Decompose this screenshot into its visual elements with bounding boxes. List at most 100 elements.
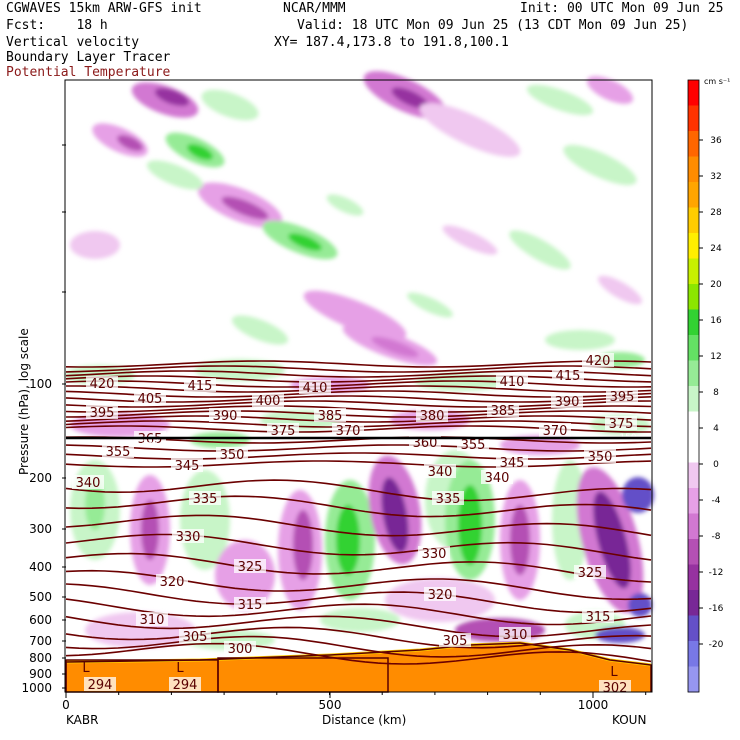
theta-label-bg (179, 629, 211, 643)
colorbar-label: 12 (710, 352, 721, 362)
theta-label-bg (134, 391, 166, 405)
y-axis-label: Pressure (hPa), log scale (17, 328, 31, 475)
theta-contour-line (65, 479, 652, 502)
theta-label-bg (424, 464, 456, 478)
colorbar-label: 36 (710, 136, 722, 146)
theta-label: 305 (183, 630, 208, 645)
theta-label: 355 (461, 438, 486, 453)
theta-label: 325 (238, 560, 263, 575)
theta-contour-line (65, 583, 652, 614)
theta-label: 294 (88, 678, 113, 693)
forecast-hour: Fcst: 18 h (6, 18, 108, 33)
theta-label: 375 (609, 417, 634, 432)
colorbar-label: -12 (709, 568, 724, 578)
theta-label-bg (314, 408, 346, 422)
cross-section-xy: XY= 187.4,173.8 to 191.8,100.1 (274, 35, 509, 50)
theta-label: 420 (586, 354, 611, 369)
theta-label: 385 (318, 409, 343, 424)
theta-label-bg (299, 380, 331, 394)
theta-label-bg (209, 408, 241, 422)
theta-contour-line (65, 533, 652, 561)
colorbar-label: -8 (712, 532, 721, 542)
theta-contour-line (65, 514, 652, 537)
theta-contour-line (65, 642, 652, 665)
theta-label-bg (86, 376, 118, 390)
colorbar-swatch (688, 233, 699, 259)
theta-label: 335 (436, 492, 461, 507)
theta-label: 370 (543, 424, 568, 439)
pbl-marker: L (82, 661, 90, 676)
theta-contour-line (65, 495, 652, 518)
theta-label: 415 (188, 379, 213, 394)
theta-label: 335 (193, 492, 218, 507)
y-tick-label: 300 (29, 522, 52, 536)
colorbar-swatch (688, 488, 699, 514)
theta-label-bg (267, 423, 299, 437)
theta-label-bg (496, 374, 528, 388)
colorbar-swatch (688, 131, 699, 157)
theta-label-bg (418, 546, 450, 560)
theta-label: 355 (106, 445, 131, 460)
theta-label: 340 (76, 476, 101, 491)
colorbar-label: 4 (713, 424, 719, 434)
theta-label-bg (136, 612, 168, 626)
theta-label-bg (599, 680, 631, 694)
theta-label: 320 (160, 575, 185, 590)
theta-label: 420 (90, 377, 115, 392)
theta-label: 390 (213, 409, 238, 424)
colorbar-label: 20 (710, 280, 722, 290)
theta-label-bg (171, 458, 203, 472)
y-tick-label: 700 (29, 634, 52, 648)
theta-label: 415 (556, 369, 581, 384)
theta-label: 340 (485, 471, 510, 486)
y-tick-label: 200 (29, 471, 52, 485)
x-tick-label: 500 (319, 698, 342, 712)
colorbar-swatch (688, 335, 699, 361)
field-vertical-velocity: Vertical velocity (6, 35, 140, 50)
theta-label: 375 (271, 424, 296, 439)
theta-label-bg (457, 437, 489, 451)
theta-label: 395 (90, 406, 115, 421)
theta-label: 350 (588, 450, 613, 465)
theta-label-bg (584, 449, 616, 463)
colorbar-label: 0 (713, 460, 719, 470)
theta-label: 320 (428, 588, 453, 603)
theta-label-bg (102, 444, 134, 458)
theta-label-bg (487, 403, 519, 417)
x-axis-ticks: 0 500 1000 (62, 692, 647, 712)
theta-contour-line (66, 385, 652, 393)
y-tick-label: 400 (29, 560, 52, 574)
colorbar-swatch (688, 309, 699, 336)
colorbar-swatch (688, 156, 699, 183)
colorbar-swatch (688, 437, 699, 463)
colorbar-swatch (688, 641, 699, 667)
org-label: NCAR/MMM (283, 1, 346, 16)
theta-label: 340 (428, 465, 453, 480)
y-tick-label: 100 (29, 377, 52, 391)
theta-label-bg (224, 641, 256, 655)
theta-label-bg (72, 475, 104, 489)
colorbar-swatch (688, 666, 699, 693)
theta-label: 310 (503, 628, 528, 643)
theta-label-bg (234, 597, 266, 611)
theta-label: 315 (586, 610, 611, 625)
colorbar-swatch (688, 360, 699, 387)
theta-label: 305 (443, 634, 468, 649)
colorbar-swatch (688, 539, 699, 565)
theta-label-bg (189, 491, 221, 505)
colorbar-swatch (688, 513, 699, 540)
theta-label-bg (574, 565, 606, 579)
y-tick-label: 800 (29, 651, 52, 665)
field-boundary-layer-tracer: Boundary Layer Tracer (6, 50, 171, 65)
theta-contour-line (65, 360, 652, 368)
valid-time: Valid: 18 UTC Mon 09 Jun 25 (13 CDT Mon … (297, 18, 689, 33)
colorbar-swatch (688, 386, 699, 412)
theta-contour-line (65, 552, 652, 583)
theta-contour-line (65, 410, 652, 418)
theta-contour-line (65, 415, 652, 423)
pbl-marker: L (610, 665, 618, 680)
x-axis-label: Distance (km) (322, 713, 407, 727)
colorbar-label: 24 (710, 244, 722, 254)
